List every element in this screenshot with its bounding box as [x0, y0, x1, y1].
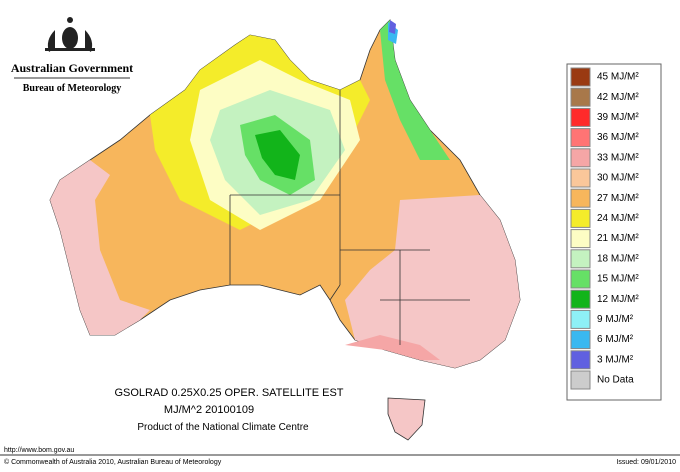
- legend-label: 42 MJ/M²: [597, 92, 639, 103]
- legend-swatch: [570, 350, 591, 370]
- legend-swatch: [570, 289, 591, 309]
- url: http://www.bom.gov.au: [4, 447, 74, 454]
- caption-2: MJ/M^2 20100109: [164, 404, 254, 416]
- legend-label: 12 MJ/M²: [597, 294, 639, 305]
- caption-3: Product of the National Climate Centre: [137, 422, 309, 433]
- legend-label: 36 MJ/M²: [597, 132, 639, 143]
- caption-1: GSOLRAD 0.25X0.25 OPER. SATELLITE EST: [114, 387, 343, 399]
- legend-label: 9 MJ/M²: [597, 314, 634, 325]
- tasmania: [387, 397, 426, 441]
- legend-swatch: [570, 229, 591, 249]
- copyright: © Commonwealth of Australia 2010, Austra…: [4, 458, 222, 466]
- map: [49, 19, 521, 441]
- legend-swatch: [570, 309, 591, 329]
- legend-swatch: [570, 107, 591, 127]
- legend-label: 15 MJ/M²: [597, 274, 639, 285]
- legend-label: 45 MJ/M²: [597, 72, 639, 83]
- legend-label: 30 MJ/M²: [597, 173, 639, 184]
- government: Australian Government: [11, 61, 133, 75]
- legend-label: 3 MJ/M²: [597, 354, 634, 365]
- legend-label: No Data: [597, 375, 634, 386]
- crest: [45, 17, 95, 52]
- legend-swatch: [570, 67, 591, 87]
- legend-label: 21 MJ/M²: [597, 233, 639, 244]
- legend-swatch: [570, 269, 591, 289]
- legend-swatch: [570, 87, 591, 107]
- legend-swatch: [570, 330, 591, 350]
- legend-swatch: [570, 168, 591, 188]
- legend-label: 39 MJ/M²: [597, 112, 639, 123]
- legend: 45 MJ/M² 42 MJ/M² 39 MJ/M² 36 MJ/M² 33 MJ/M²…: [570, 67, 639, 390]
- legend-swatch: [570, 128, 591, 148]
- legend-label: 18 MJ/M²: [597, 253, 639, 264]
- legend-swatch: [570, 188, 591, 208]
- legend-label: 24 MJ/M²: [597, 213, 639, 224]
- issued: Issued: 09/01/2010: [616, 459, 676, 466]
- legend-label: 27 MJ/M²: [597, 193, 639, 204]
- bureau: Bureau of Meteorology: [23, 83, 122, 94]
- legend-swatch: [570, 370, 591, 390]
- legend-swatch: [570, 208, 591, 228]
- legend-swatch: [570, 148, 591, 168]
- legend-label: 6 MJ/M²: [597, 334, 634, 345]
- legend-label: 33 MJ/M²: [597, 152, 639, 163]
- legend-swatch: [570, 249, 591, 269]
